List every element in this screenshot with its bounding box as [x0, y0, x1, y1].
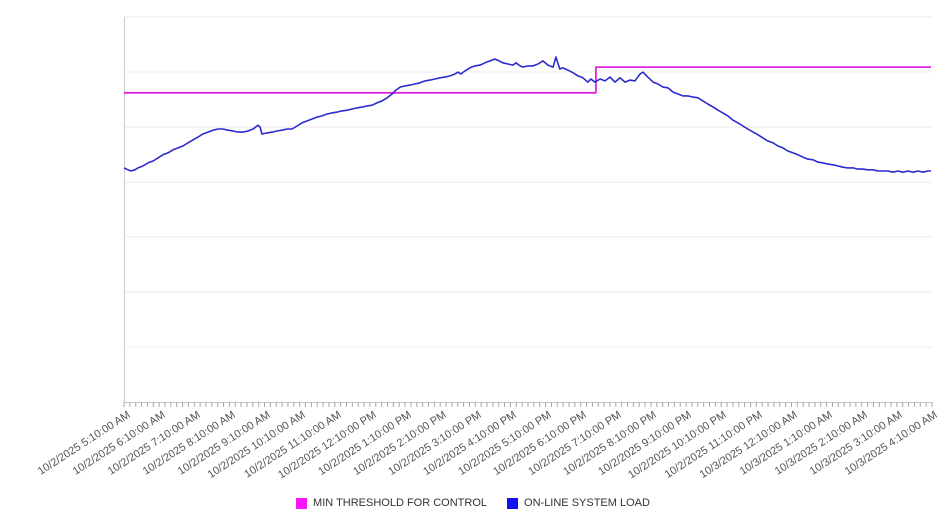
legend-item-min-threshold[interactable]: MIN THRESHOLD FOR CONTROL: [296, 497, 487, 509]
legend-item-system-load[interactable]: ON-LINE SYSTEM LOAD: [507, 497, 650, 509]
system-load-line: [123, 56, 931, 173]
legend: MIN THRESHOLD FOR CONTROL ON-LINE SYSTEM…: [0, 497, 946, 509]
system-load-swatch: [507, 497, 519, 509]
legend-item-system-load-label: ON-LINE SYSTEM LOAD: [524, 497, 650, 509]
legend-item-min-threshold-label: MIN THRESHOLD FOR CONTROL: [313, 497, 488, 509]
load-chart: [123, 16, 933, 407]
min-threshold-swatch: [296, 497, 308, 509]
min-threshold-line: [124, 66, 931, 94]
